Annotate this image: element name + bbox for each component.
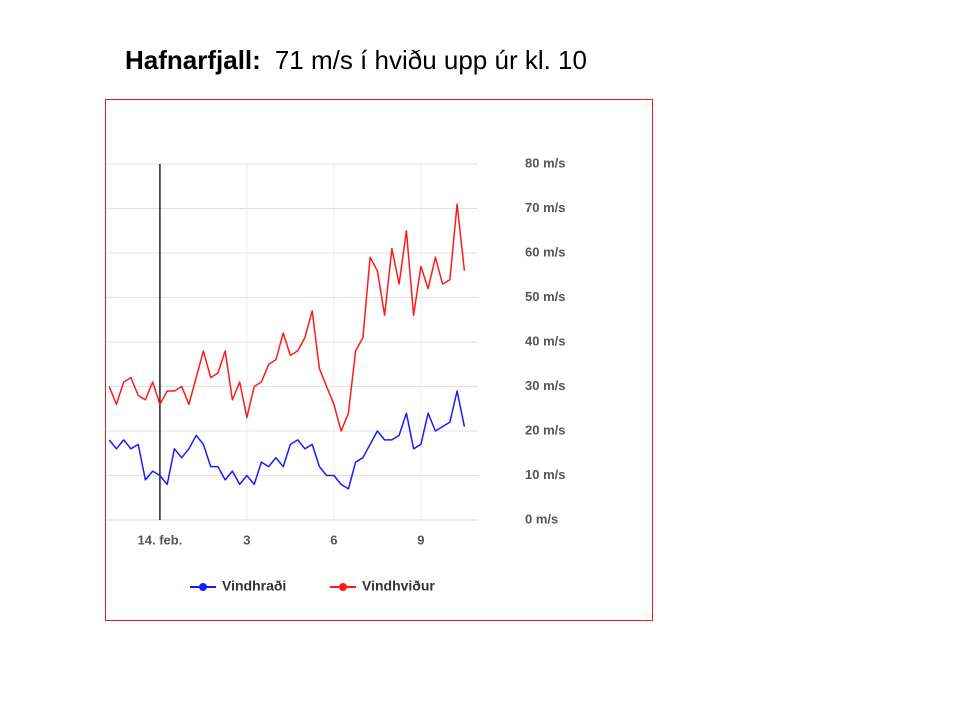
y-tick-label: 80 m/s	[525, 155, 565, 170]
series-line	[108, 390, 466, 490]
title-place: Hafnarfjall:	[125, 45, 261, 75]
y-tick-label: 0 m/s	[525, 511, 558, 526]
y-tick-label: 40 m/s	[525, 333, 565, 348]
y-tick-label: 20 m/s	[525, 422, 565, 437]
y-tick-label: 50 m/s	[525, 289, 565, 304]
x-tick-label: 3	[243, 532, 250, 547]
x-tick-label: 6	[330, 532, 337, 547]
slide-title: Hafnarfjall: 71 m/s í hviðu upp úr kl. 10	[125, 45, 587, 75]
series-line	[108, 203, 466, 432]
legend-label: Vindhraði	[222, 578, 286, 594]
title-text: 71 m/s í hviðu upp úr kl. 10	[275, 45, 587, 75]
legend-marker	[339, 583, 347, 591]
y-tick-label: 70 m/s	[525, 200, 565, 215]
legend-marker	[199, 583, 207, 591]
y-tick-label: 60 m/s	[525, 244, 565, 259]
y-tick-label: 30 m/s	[525, 378, 565, 393]
x-tick-label: 9	[417, 532, 424, 547]
legend-label: Vindhviður	[362, 578, 435, 594]
chart-frame	[105, 99, 653, 621]
x-tick-label: 14. feb.	[138, 532, 183, 547]
y-tick-label: 10 m/s	[525, 467, 565, 482]
